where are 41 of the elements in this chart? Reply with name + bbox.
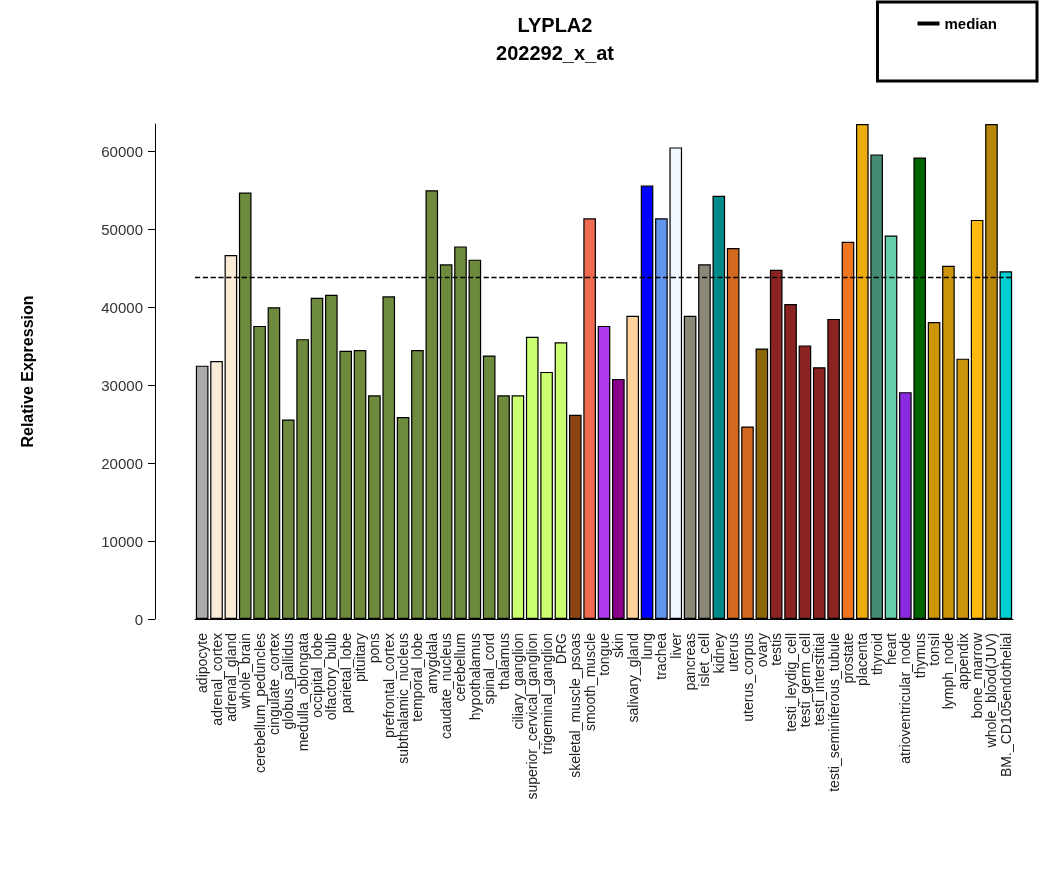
x-tick-label: atrioventricular_node [897, 632, 914, 764]
x-tick-label: lung [639, 633, 656, 660]
x-tick-label: adipocyte [194, 632, 211, 693]
x-tick-label: skeletal_muscle_psoas [567, 633, 584, 778]
chart-subtitle: 202292_x_at [496, 42, 615, 64]
x-tick-label: islet_cell [696, 633, 713, 687]
x-tick-label: adrenal_gland [222, 633, 239, 722]
x-tick-label: testi_leydig_cell [782, 633, 799, 732]
x-tick-label: prostate [839, 632, 856, 684]
y-tick-label: 40000 [101, 298, 143, 316]
x-tick-label: liver [667, 632, 684, 659]
y-axis-title: Relative Expression [18, 295, 36, 448]
x-tick-label: pancreas [682, 633, 699, 691]
x-tick-label: thalamus [495, 633, 512, 690]
y-tick-label: 30000 [101, 376, 143, 394]
x-tick-label: subthalamic_nucleus [395, 633, 412, 764]
x-tick-label: tonsil [926, 633, 943, 666]
x-tick-label: uterus_corpus [739, 633, 756, 722]
x-tick-label: kidney [710, 633, 727, 674]
x-tick-label: cerebellum [452, 633, 469, 702]
x-tick-label: tongue [596, 632, 612, 676]
legend-label: median [944, 15, 997, 32]
x-tick-label: whole_blood(JUV) [983, 633, 1000, 749]
x-tick-label: cerebellum_peduncles [251, 633, 268, 774]
y-tick-label: 50000 [101, 220, 143, 238]
x-tick-label: pituitary [352, 633, 369, 683]
x-tick-label: hypothalamus [466, 633, 483, 721]
x-tick-label: heart [883, 632, 900, 665]
x-tick-label: thymus [911, 633, 928, 679]
y-tick-label: 60000 [101, 142, 143, 160]
x-tick-label: amygdala [423, 632, 440, 694]
x-tick-label: testi_seminiferous_tubule [825, 632, 842, 792]
y-tick-label: 20000 [101, 454, 143, 472]
y-tick-label: 10000 [101, 532, 143, 550]
x-tick-label: salivary_gland [624, 633, 641, 723]
x-tick-label: temporal_lobe [409, 632, 426, 722]
y-tick-label: 0 [134, 610, 143, 628]
x-tick-label: ciliary_ganglion [509, 633, 526, 730]
x-tick-label: lymph_node [940, 632, 957, 710]
chart-title: LYPLA2 [517, 14, 593, 36]
x-tick-label: thyroid [868, 633, 885, 676]
